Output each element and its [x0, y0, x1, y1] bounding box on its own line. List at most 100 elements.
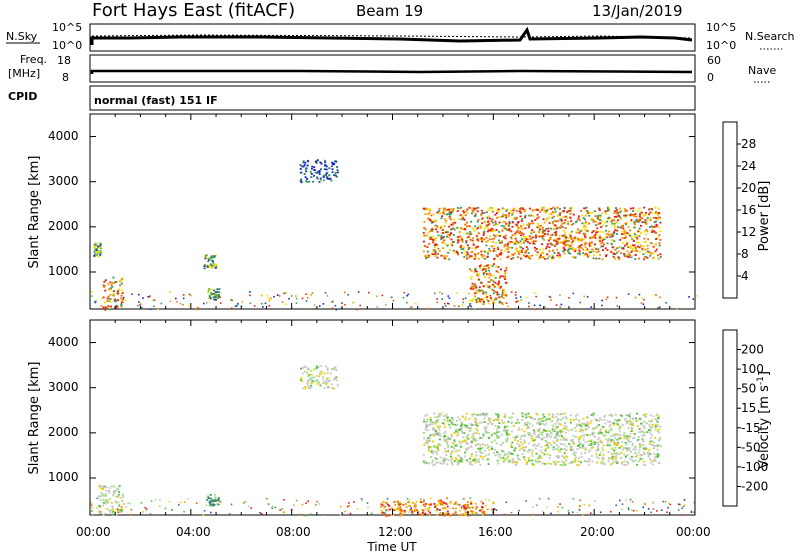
power-cell	[582, 252, 585, 254]
power-cell	[488, 229, 491, 231]
power-cell	[445, 231, 447, 234]
power-cell	[434, 239, 437, 242]
nsky-tick-top: 10^5	[52, 21, 82, 34]
power-cell	[524, 214, 527, 217]
power-cell	[478, 289, 480, 292]
power-cell	[208, 297, 210, 300]
power-cell	[579, 301, 581, 304]
power-cell	[515, 297, 517, 299]
velocity-cell	[549, 463, 552, 465]
velocity-cell	[653, 458, 656, 461]
power-cell	[463, 250, 466, 253]
power-cell	[109, 300, 112, 303]
power-cell	[507, 215, 510, 217]
power-cell	[598, 209, 601, 212]
velocity-cell	[209, 500, 212, 503]
velocity-cell	[486, 447, 489, 450]
power-cell	[649, 211, 652, 214]
power-cell	[179, 302, 182, 305]
velocity-cell	[482, 435, 485, 438]
power-cell	[529, 235, 532, 238]
velocity-cell	[442, 501, 445, 504]
velocity-cell	[579, 499, 581, 502]
velocity-cell	[600, 441, 603, 443]
power-cell	[442, 208, 445, 211]
velocity-cell	[105, 493, 107, 496]
power-cell	[485, 268, 488, 270]
power-cell	[473, 207, 475, 210]
power-cell	[120, 304, 123, 307]
power-cell	[304, 161, 307, 164]
power-cell	[563, 236, 566, 238]
velocity-cell	[620, 415, 623, 417]
velocity-cell	[658, 431, 661, 434]
power-cell	[567, 210, 570, 213]
velocity-cell	[466, 424, 469, 427]
power-cell	[641, 221, 644, 224]
power-cell	[500, 249, 503, 252]
power-cell	[545, 219, 548, 222]
velocity-cell	[512, 458, 515, 460]
power-cell	[521, 227, 524, 230]
velocity-cell	[413, 510, 416, 512]
velocity-cell	[442, 512, 445, 515]
velocity-cell	[142, 511, 144, 514]
power-cell	[524, 216, 526, 219]
velocity-cell	[554, 434, 557, 437]
velocity-cell	[537, 443, 540, 445]
velocity-cell	[203, 510, 206, 512]
power-cell	[324, 164, 326, 167]
power-cell	[424, 228, 427, 231]
velocity-cell	[642, 425, 645, 427]
power-cell	[302, 161, 305, 164]
velocity-cell	[556, 433, 559, 436]
velocity-cell	[623, 464, 626, 466]
velocity-cell	[525, 463, 528, 466]
velocity-cell	[444, 506, 447, 509]
velocity-cell	[108, 509, 111, 512]
velocity-cell	[115, 495, 118, 498]
velocity-cell	[463, 508, 466, 511]
power-cell	[665, 302, 667, 304]
power-cell	[517, 230, 520, 233]
velocity-cell	[308, 374, 311, 376]
power-cell	[107, 300, 109, 302]
power-cell	[583, 234, 586, 237]
power-cell	[116, 299, 119, 301]
velocity-cell	[511, 452, 514, 455]
velocity-cell	[526, 415, 529, 418]
velocity-cell	[271, 505, 274, 508]
power-cell	[498, 296, 501, 299]
velocity-cell	[581, 430, 584, 433]
power-cell	[475, 235, 478, 237]
power-cell	[510, 210, 513, 212]
power-cell	[302, 165, 305, 168]
velocity-cell	[632, 448, 635, 451]
power-cell	[441, 241, 444, 244]
power-cell	[511, 212, 514, 215]
velocity-cell	[552, 440, 555, 443]
power-cell	[124, 299, 127, 302]
velocity-cell	[553, 442, 556, 444]
power-cell	[633, 221, 636, 224]
power-cell	[111, 281, 114, 284]
velocity-cell	[315, 380, 318, 383]
power-cell	[472, 286, 475, 289]
power-cell	[249, 302, 252, 305]
power-cell	[497, 248, 500, 251]
velocity-cell	[423, 444, 426, 446]
power-cell	[566, 211, 569, 214]
power-cell	[494, 277, 497, 279]
power-cell	[537, 209, 540, 211]
power-cell	[519, 296, 522, 298]
power-cell	[496, 283, 499, 286]
power-cell	[515, 216, 518, 219]
power-cell	[532, 222, 535, 225]
power-cell	[486, 216, 489, 218]
power-cell	[318, 173, 321, 176]
velocity-cell	[380, 503, 383, 506]
power-cell	[590, 218, 593, 221]
power-cell	[461, 228, 464, 230]
power-cell	[544, 210, 547, 212]
power-cell	[137, 304, 139, 307]
